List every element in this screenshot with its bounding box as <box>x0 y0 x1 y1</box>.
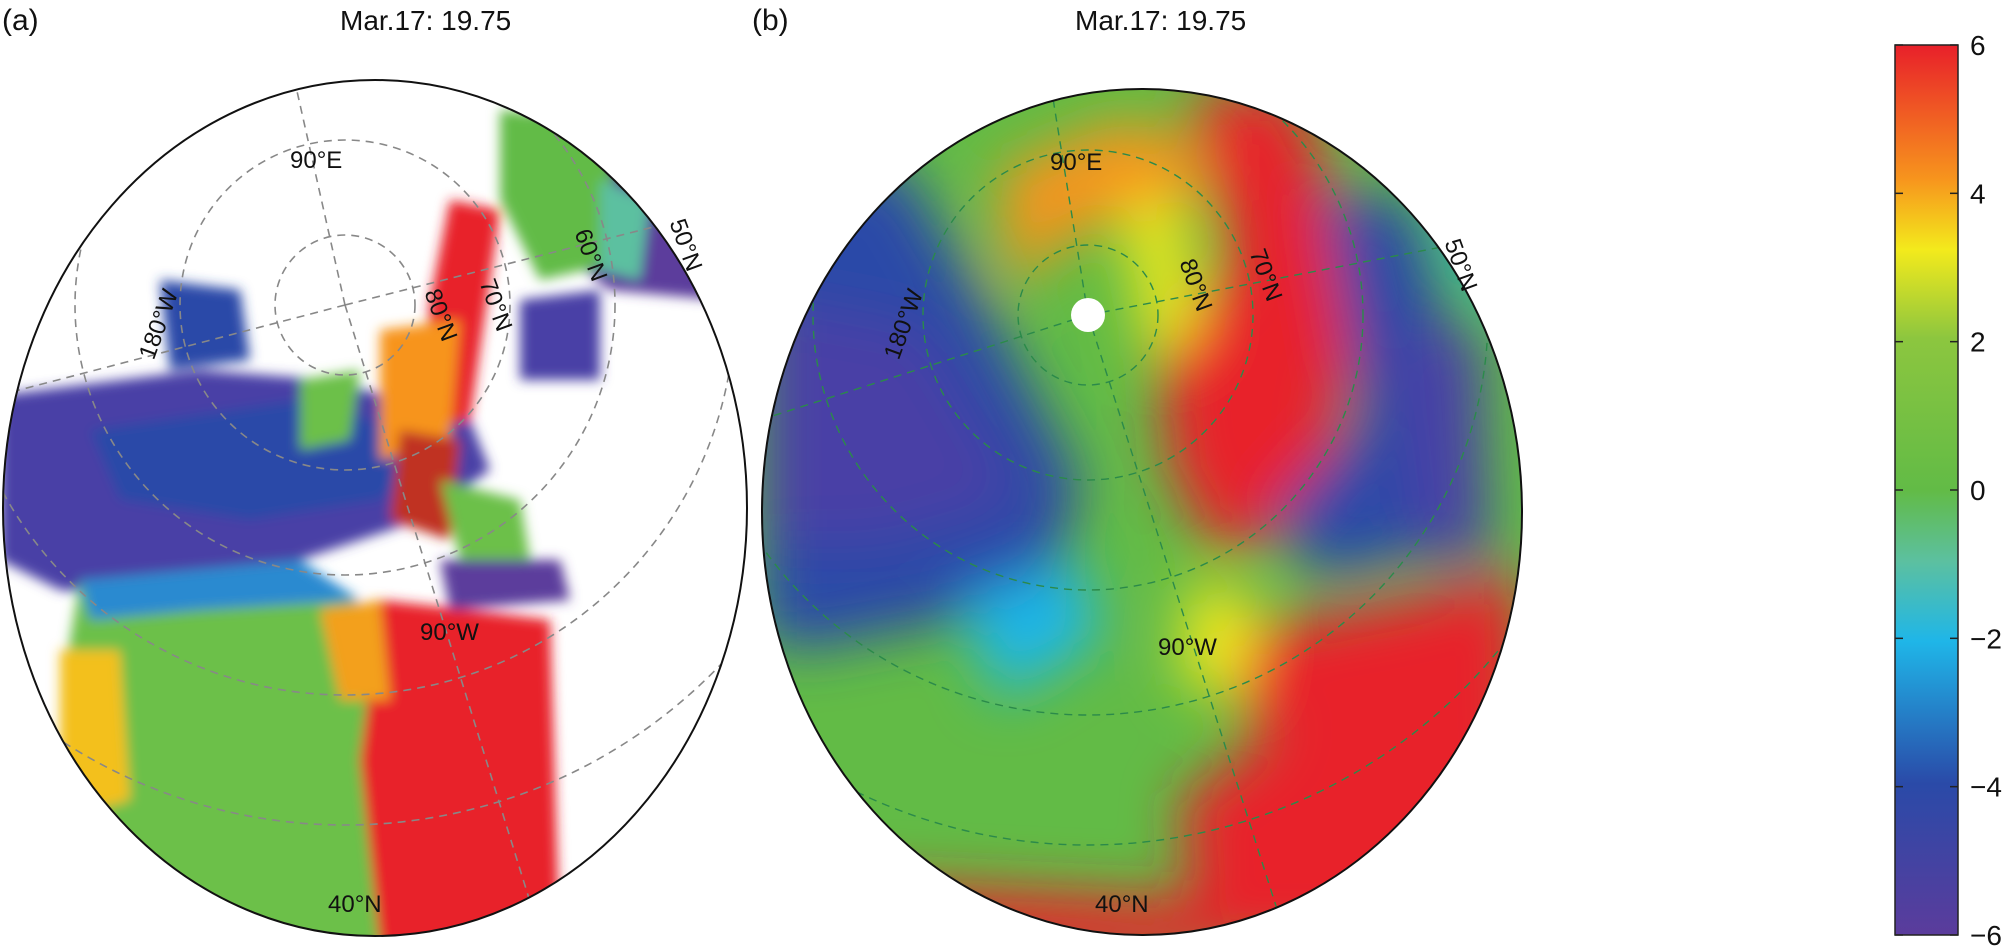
panel-a-title: Mar.17: 19.75 <box>340 5 511 36</box>
panel-a-boundary <box>2 79 748 937</box>
panel-b: (b) Mar.17: 19.75 <box>752 4 1523 936</box>
panel-b-boundary <box>761 88 1523 936</box>
label-90e: 90°E <box>290 147 342 174</box>
panel-a-letter: (a) <box>2 4 39 37</box>
panel-a-data-field <box>3 80 747 936</box>
colorbar-tick-label: −4 <box>1970 772 2002 803</box>
colorbar-ticks: 6 4 2 0 −2 −4 −6 <box>1895 30 2002 950</box>
colorbar: 6 4 2 0 −2 −4 −6 <box>1894 30 2002 950</box>
colorbar-tick-label: 4 <box>1970 178 1986 209</box>
colorbar-tick-label: 6 <box>1970 30 1986 61</box>
label-90w: 90°W <box>420 619 479 646</box>
colorbar-tick-label: −2 <box>1970 623 2002 654</box>
colorbar-tick-label: 0 <box>1970 475 1986 506</box>
label-40n-b: 40°N <box>1095 891 1149 918</box>
panel-a: (a) Mar.17: 19.75 <box>2 4 748 937</box>
label-40n: 40°N <box>328 891 382 918</box>
label-90e-b: 90°E <box>1050 149 1102 176</box>
pole-gap <box>1071 298 1105 332</box>
panel-b-data-field <box>762 89 1522 935</box>
colorbar-tick-label: −6 <box>1970 920 2002 950</box>
colorbar-gradient <box>1894 44 1959 936</box>
label-90w-b: 90°W <box>1158 634 1217 661</box>
panel-b-letter: (b) <box>752 4 789 37</box>
panel-b-title: Mar.17: 19.75 <box>1075 5 1246 36</box>
colorbar-tick-label: 2 <box>1970 327 1986 358</box>
